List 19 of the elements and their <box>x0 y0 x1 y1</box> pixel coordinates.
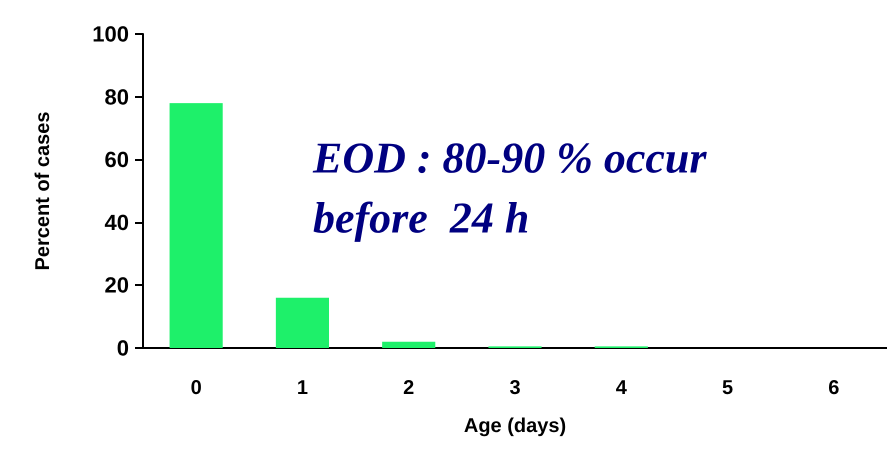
y-tick-label: 0 <box>116 336 129 360</box>
x-tick-label: 6 <box>828 377 840 399</box>
bar <box>382 342 436 348</box>
x-tick-label: 0 <box>190 377 202 399</box>
y-axis-title: Percent of cases <box>32 112 54 270</box>
y-tick-label: 60 <box>104 147 129 172</box>
x-tick-label: 3 <box>509 377 521 399</box>
y-tick-label: 40 <box>104 210 129 235</box>
x-axis-title: Age (days) <box>464 415 566 437</box>
y-tick-label: 80 <box>104 84 129 110</box>
y-tick-label: 100 <box>92 22 129 46</box>
bar <box>170 103 223 348</box>
bar <box>276 298 329 348</box>
annotation: EOD : 80-90 % occur before 24 h <box>312 134 708 242</box>
x-tick-label: 2 <box>403 377 414 399</box>
y-tick-label: 20 <box>104 272 129 298</box>
x-tick-label: 4 <box>616 377 628 399</box>
x-tick-label: 1 <box>296 377 308 399</box>
x-tick-label: 5 <box>722 377 734 399</box>
